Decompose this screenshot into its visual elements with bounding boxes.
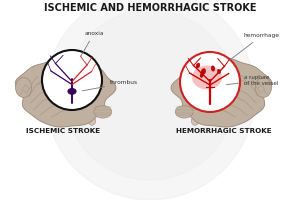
Text: hemorrhage: hemorrhage	[229, 33, 280, 61]
Polygon shape	[15, 58, 116, 127]
Circle shape	[45, 0, 255, 200]
Ellipse shape	[88, 116, 96, 125]
Ellipse shape	[192, 66, 222, 90]
Ellipse shape	[94, 106, 112, 118]
Ellipse shape	[200, 73, 203, 77]
Ellipse shape	[68, 88, 76, 94]
Ellipse shape	[218, 69, 220, 74]
Polygon shape	[171, 58, 272, 127]
Ellipse shape	[16, 78, 32, 97]
Text: HEMORRHAGIC STROKE: HEMORRHAGIC STROKE	[176, 128, 272, 134]
Ellipse shape	[201, 69, 206, 74]
Text: thrombus: thrombus	[82, 80, 138, 91]
Circle shape	[65, 10, 235, 180]
Circle shape	[180, 52, 240, 112]
Text: a rupture
of the vessel: a rupture of the vessel	[226, 75, 278, 86]
Text: ISCHEMIC AND HEMORRHAGIC STROKE: ISCHEMIC AND HEMORRHAGIC STROKE	[44, 3, 256, 13]
Text: anoxia: anoxia	[81, 31, 104, 56]
Ellipse shape	[211, 66, 215, 71]
Ellipse shape	[191, 116, 199, 125]
Ellipse shape	[196, 63, 200, 68]
Circle shape	[42, 50, 102, 110]
Text: ISCHEMIC STROKE: ISCHEMIC STROKE	[26, 128, 100, 134]
Ellipse shape	[255, 78, 272, 97]
Ellipse shape	[175, 106, 193, 118]
